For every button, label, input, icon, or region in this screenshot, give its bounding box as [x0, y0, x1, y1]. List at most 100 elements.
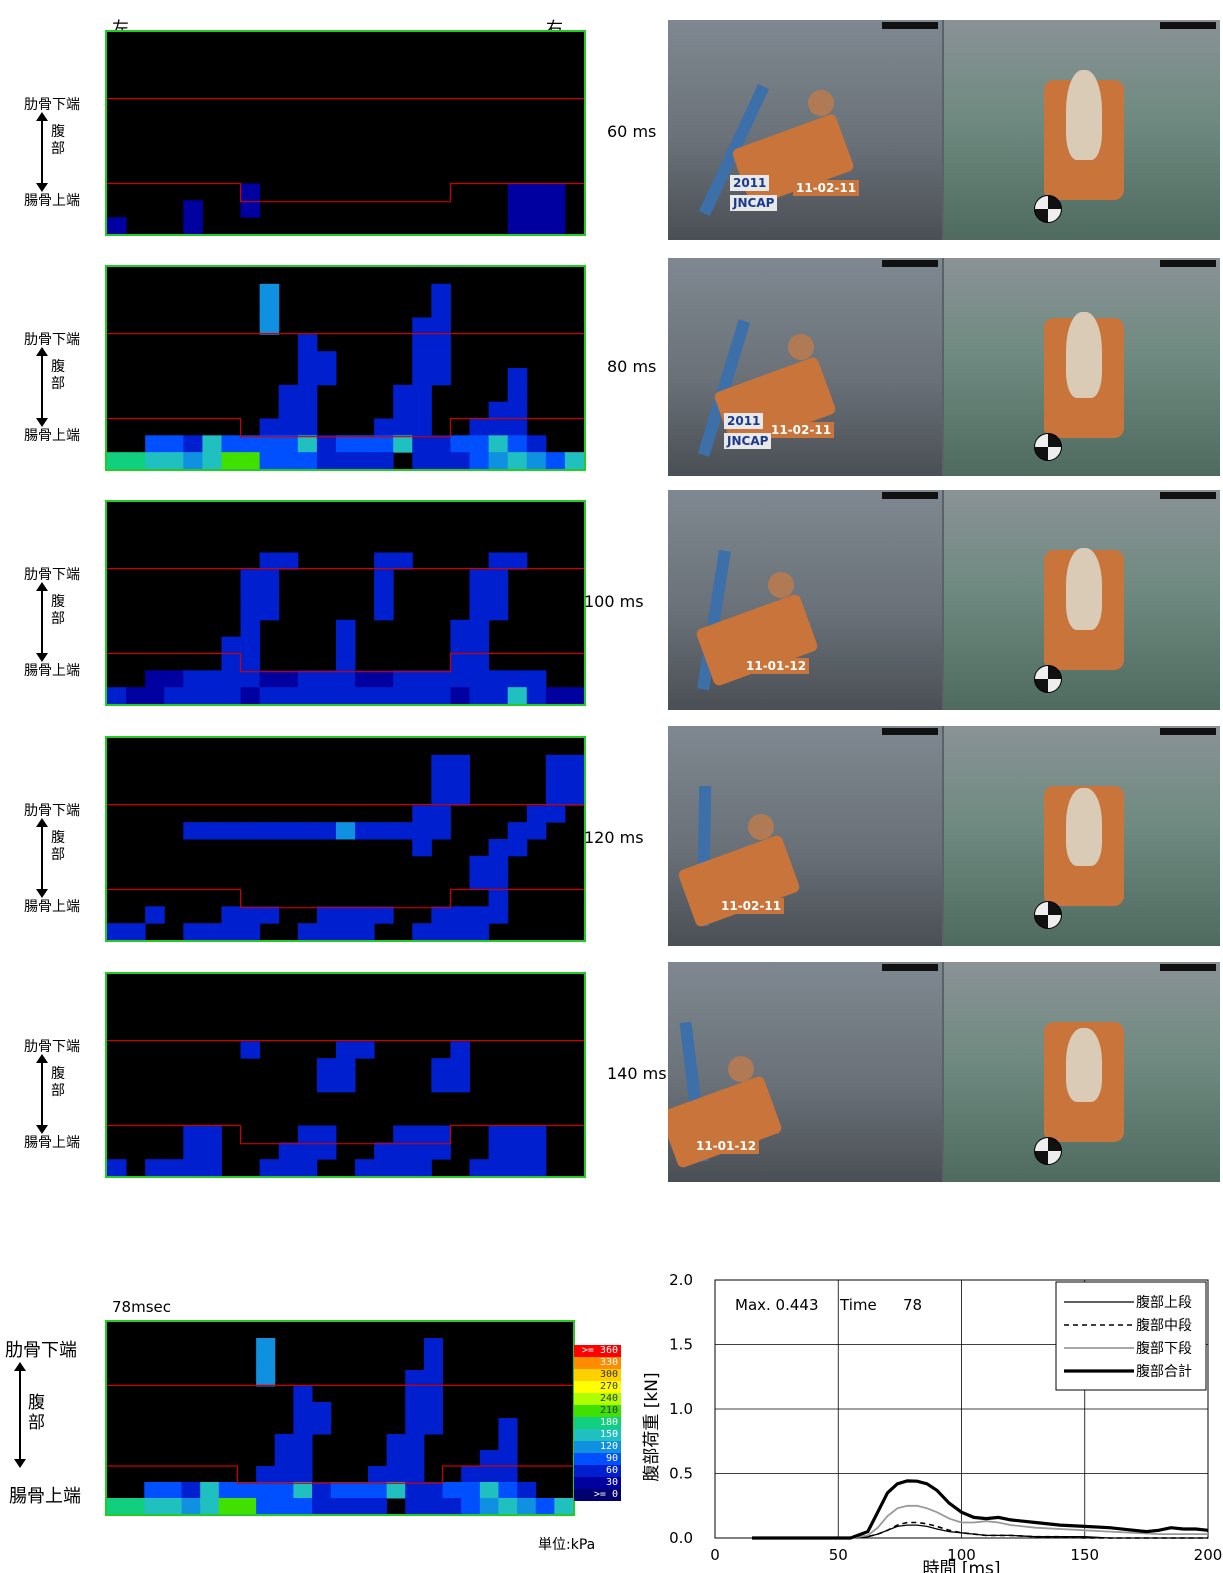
x-tick-label: 150	[1070, 1546, 1099, 1564]
heatmap-cell	[498, 1482, 518, 1499]
heatmap-cell	[461, 1498, 481, 1514]
heatmap-cell	[412, 401, 432, 419]
heatmap-cell	[202, 435, 222, 453]
heatmap-cell	[431, 754, 451, 773]
legend-swatch: 240	[574, 1393, 621, 1405]
heatmap-cell	[393, 687, 413, 704]
heatmap-cell	[297, 822, 318, 840]
heatmap-cell	[412, 334, 432, 352]
heatmap-cell	[405, 1418, 425, 1435]
heatmap-cell	[469, 855, 490, 874]
heatmap-cell	[450, 687, 471, 704]
front-view-image	[944, 962, 1220, 1182]
heatmap-cell	[526, 1125, 547, 1143]
seat-date-label: 11-02-11	[768, 422, 835, 438]
heatmap-cell	[183, 923, 203, 940]
heatmap-cell	[297, 1159, 318, 1176]
heatmap-cell	[479, 1498, 499, 1514]
bottom-rib-label: 肋骨下端	[5, 1340, 77, 1361]
heatmap-cell	[450, 923, 471, 940]
abdomen-arrow-icon	[36, 112, 48, 192]
heatmap-cell	[221, 452, 242, 469]
heatmap-cell	[202, 923, 222, 940]
heatmap-cell	[412, 1142, 432, 1160]
heatmap-cell	[412, 805, 432, 823]
heatmap-cell	[412, 923, 432, 940]
heatmap-cell	[498, 1434, 518, 1451]
pressure-heatmap-grid	[107, 1040, 584, 1176]
heatmap-cell	[431, 923, 451, 940]
timestamp-overlay	[1160, 492, 1216, 499]
calibration-target-icon	[1034, 1137, 1062, 1165]
heatmap-cell	[374, 670, 394, 688]
heatmap-cell	[297, 687, 318, 704]
heatmap-cell	[278, 384, 299, 403]
x-tick-label: 0	[710, 1546, 720, 1564]
heatmap-cell	[374, 418, 394, 436]
heatmap-cell	[507, 418, 528, 436]
heatmap-cell	[374, 569, 394, 587]
heatmap-cell	[405, 1386, 425, 1403]
heatmap-cell	[526, 452, 547, 469]
legend-swatch: >= 360	[574, 1345, 621, 1357]
heatmap-cell	[431, 771, 451, 789]
heatmap-cell	[164, 452, 184, 469]
abdomen-label: 腹部	[51, 830, 65, 864]
heatmap-cell	[256, 1482, 276, 1499]
heatmap-cell	[374, 687, 394, 704]
jncap-logo: JNCAP	[730, 195, 778, 211]
heatmap-cell	[488, 906, 509, 924]
heatmap-cell	[355, 687, 375, 704]
series-line	[752, 1504, 1208, 1539]
heatmap-cell	[259, 452, 280, 469]
legend-entry: 腹部中段	[1136, 1317, 1192, 1334]
heatmap-cell	[405, 1402, 425, 1419]
heatmap-cell	[405, 1466, 425, 1483]
heatmap-cell	[335, 923, 356, 940]
heatmap-cell	[469, 603, 490, 621]
heatmap-cell	[240, 569, 261, 587]
heatmap-cell	[335, 822, 356, 840]
heatmap-cell	[488, 889, 509, 907]
heatmap-cell	[374, 822, 394, 840]
heatmap-cell	[293, 1482, 313, 1499]
heatmap-cell	[488, 872, 509, 890]
heatmap-cell	[431, 1075, 451, 1093]
heatmap-cell	[297, 334, 318, 352]
heatmap-cell	[330, 1498, 350, 1514]
heatmap-cell	[107, 1498, 127, 1514]
heatmap-cell	[442, 1482, 462, 1499]
heatmap-cell	[278, 452, 299, 469]
heatmap-cell	[374, 906, 394, 924]
heatmap-cell	[450, 771, 471, 789]
heatmap-cell	[240, 906, 261, 924]
heatmap-cell	[488, 452, 509, 469]
heatmap-cell	[564, 771, 584, 789]
heatmap-cell	[202, 1142, 222, 1160]
heatmap-cell	[526, 822, 547, 840]
y-axis-label: 腹部荷重 [kN]	[642, 1372, 662, 1481]
pressure-heatmap-grid	[107, 754, 584, 940]
legend-entry: 腹部上段	[1136, 1294, 1192, 1311]
heatmap-cell	[431, 670, 451, 688]
heatmap-cell	[297, 1125, 318, 1143]
rib-label: 肋骨下端	[24, 567, 80, 583]
legend-swatch: 210	[574, 1405, 621, 1417]
heatmap-cell	[507, 368, 528, 386]
heatmap-cell	[221, 653, 242, 671]
heatmap-cell	[450, 754, 471, 773]
heatmap-cell	[431, 822, 451, 840]
heatmap-cell	[259, 569, 280, 587]
heatmap-cell	[498, 1498, 518, 1514]
heatmap-cell	[145, 906, 165, 924]
front-dummy	[1066, 548, 1102, 630]
abdomen-label: 腹部	[51, 594, 65, 628]
heatmap-cell	[431, 317, 451, 335]
heatmap-cell	[240, 183, 261, 201]
dummy-head	[788, 334, 814, 360]
abdomen-arrow-icon	[36, 347, 48, 427]
heatmap-cell	[564, 452, 584, 469]
heatmap-cell	[469, 923, 490, 940]
legend-swatch: 300	[574, 1369, 621, 1381]
heatmap-cell	[488, 401, 509, 419]
